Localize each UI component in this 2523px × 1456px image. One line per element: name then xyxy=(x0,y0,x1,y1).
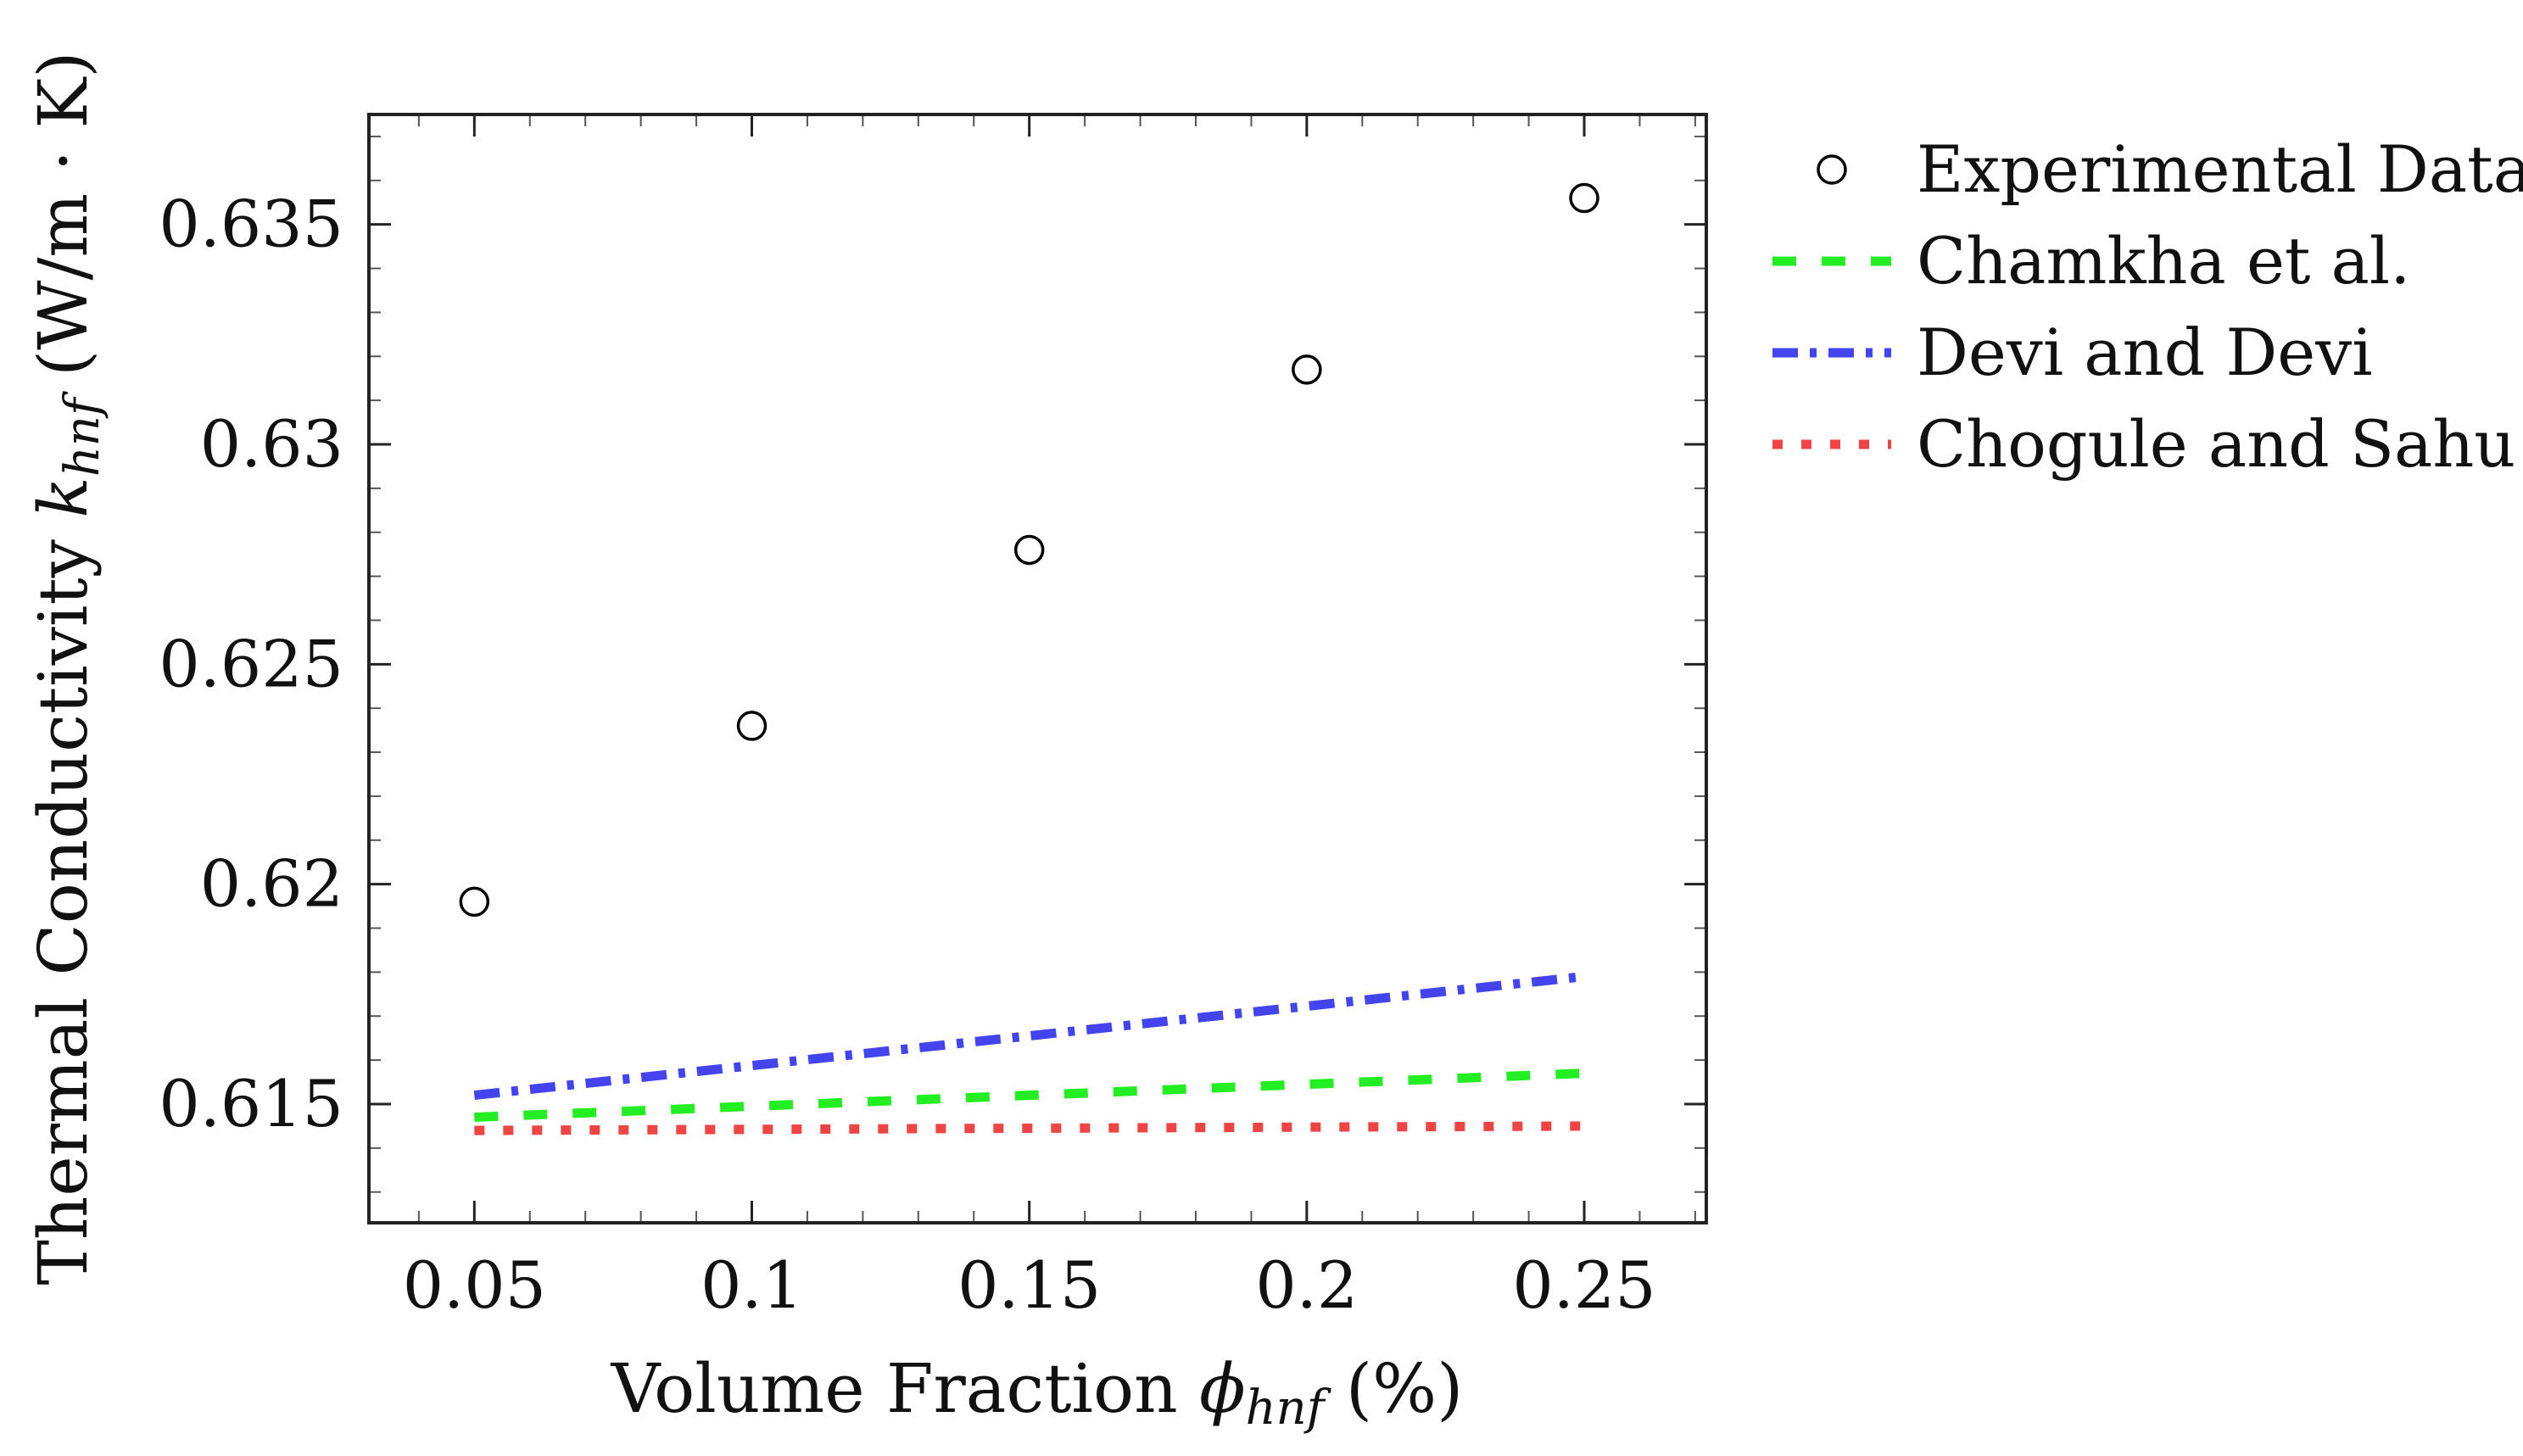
data-point-experimental-data xyxy=(1569,182,1599,214)
legend: Experimental Data Chamkha et al. Devi and … xyxy=(1772,131,2523,482)
series-layer xyxy=(459,182,1599,1135)
series-line-chogule-and-sahu xyxy=(474,1121,1585,1135)
plot-frame xyxy=(367,113,1708,1224)
legend-label-experimental-data: Experimental Data xyxy=(1917,131,2523,207)
legend-label-devi-and-devi: Devi and Devi xyxy=(1917,315,2373,390)
y-tick-label: 0.615 xyxy=(159,1066,343,1141)
minor-ticks xyxy=(369,114,1706,1223)
y-axis-title: Thermal Conductivity khnf (W/m · K) xyxy=(24,51,110,1285)
y-axis-symbol: k xyxy=(24,477,103,517)
legend-label-chamkha-et-al: Chamkha et al. xyxy=(1917,223,2410,298)
data-point-experimental-data xyxy=(736,711,768,741)
x-axis-title-text: Volume Fraction xyxy=(611,1349,1199,1428)
data-point-experimental-data xyxy=(1013,534,1045,566)
x-axis-subscript: hnf xyxy=(1246,1381,1332,1436)
x-tick-label: 0.2 xyxy=(1255,1247,1358,1323)
y-axis-title-text: Thermal Conductivity xyxy=(24,518,103,1286)
data-point-experimental-data xyxy=(1292,354,1322,385)
x-tick-label: 0.15 xyxy=(957,1247,1101,1323)
y-tick-label: 0.63 xyxy=(200,406,343,482)
series-line-devi-and-devi xyxy=(473,972,1585,1101)
x-tick-label: 0.25 xyxy=(1512,1247,1655,1323)
y-tick-label: 0.635 xyxy=(159,187,343,262)
y-axis-subscript: hnf xyxy=(55,390,110,477)
x-tick-label: 0.05 xyxy=(403,1247,546,1323)
data-point-experimental-data xyxy=(459,886,490,918)
y-tick-label: 0.625 xyxy=(159,626,343,701)
major-ticks xyxy=(369,114,1706,1223)
x-axis-symbol: ϕ xyxy=(1199,1349,1246,1428)
tick-labels: 0.05 0.1 0.15 0.2 0.25 0.615 0.62 0.625 0.63 0.63… xyxy=(159,187,1655,1323)
x-axis-title: Volume Fraction ϕhnf (%) xyxy=(611,1349,1464,1436)
x-tick-label: 0.1 xyxy=(701,1247,803,1323)
legend-label-chogule-and-sahu: Chogule and Sahu xyxy=(1917,406,2515,482)
y-tick-label: 0.62 xyxy=(200,846,343,922)
y-axis-unit: (W/m · K) xyxy=(24,51,103,398)
legend-marker-experimental-data xyxy=(1817,154,1847,185)
series-line-chamkha-et-al xyxy=(474,1068,1585,1123)
x-axis-unit: (%) xyxy=(1324,1349,1463,1428)
